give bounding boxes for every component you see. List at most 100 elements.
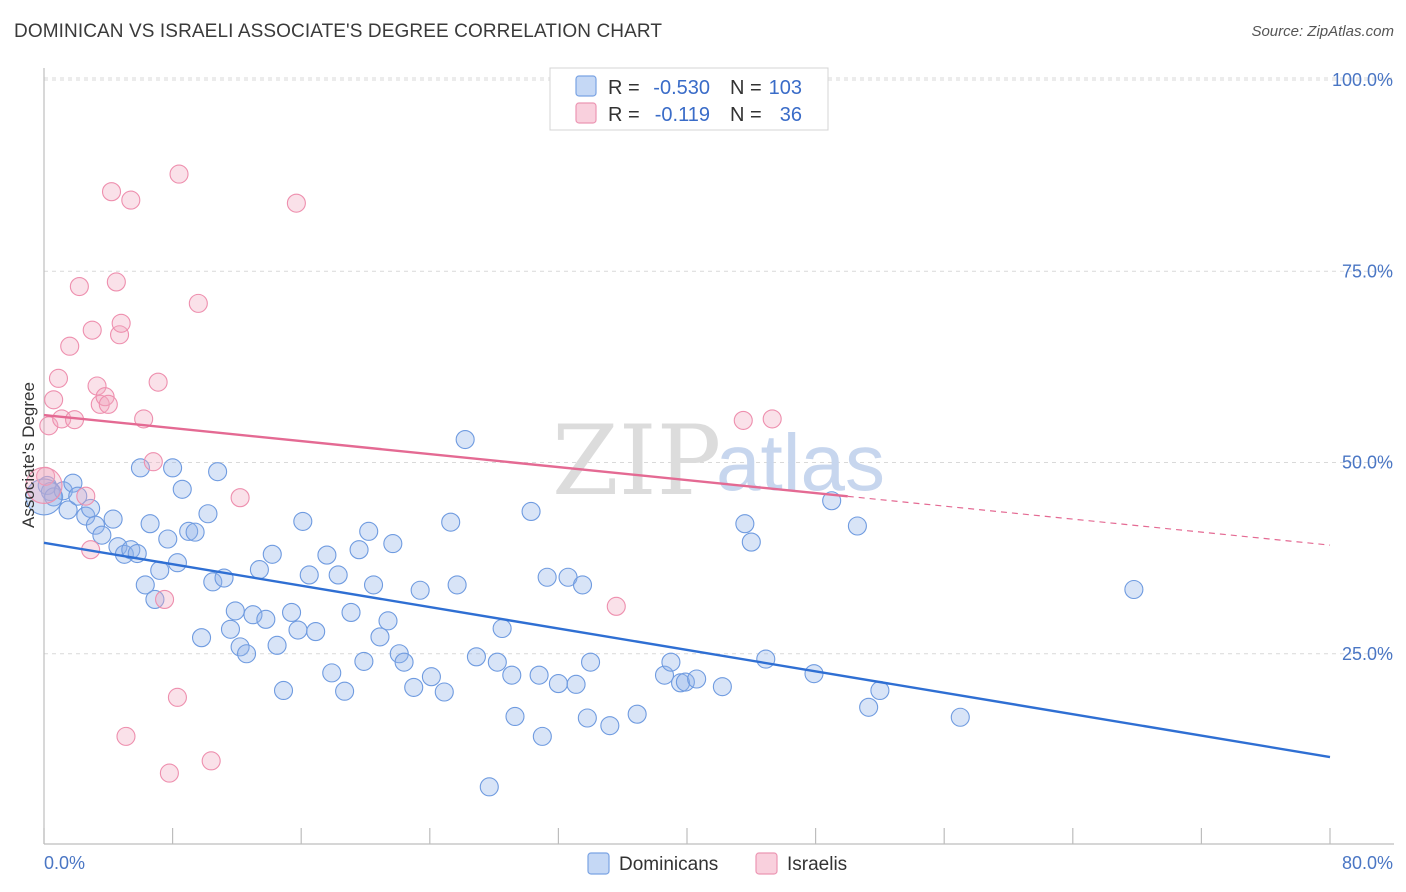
israeli-point: [159, 763, 179, 783]
dominican-point: [529, 665, 549, 685]
dominican-point: [273, 680, 294, 701]
dominicans-trendline: [43, 541, 1331, 759]
dominican-point: [220, 619, 241, 639]
israeli-point: [25, 466, 63, 505]
dominican-point: [434, 682, 454, 702]
israeli-point: [87, 376, 107, 396]
dominican-point: [661, 652, 681, 672]
dominican-point: [225, 601, 245, 621]
bottom-legend-swatch-dominicans: [587, 852, 610, 875]
legend-r-label-pink: R =: [608, 104, 640, 126]
gridlines: [44, 77, 1394, 655]
x-tick-labels: 0.0% 80.0%: [44, 853, 1393, 873]
chart-title: DOMINICAN VS ISRAELI ASSOCIATE'S DEGREE …: [14, 21, 663, 42]
watermark-atlas: atlas: [716, 418, 885, 507]
israeli-point: [148, 372, 168, 392]
dominican-point: [317, 545, 337, 565]
watermark-zip: ZIP: [552, 405, 721, 517]
israeli-point: [116, 726, 136, 746]
dominican-point: [532, 726, 552, 746]
dominican-point: [92, 525, 112, 545]
dominican-point: [600, 716, 620, 736]
dominican-point: [441, 512, 461, 532]
dominican-point: [185, 522, 205, 542]
dominican-point: [950, 707, 970, 727]
israeli-point: [762, 409, 782, 429]
israeli-point: [143, 452, 163, 472]
dominican-point: [505, 706, 525, 727]
israeli-point: [286, 193, 306, 213]
legend-r-value-blue: -0.530: [653, 77, 710, 99]
dominican-point: [741, 532, 761, 552]
dominican-point: [1124, 579, 1144, 600]
dominican-point: [492, 618, 512, 639]
dominican-point: [804, 664, 824, 684]
dominican-point: [455, 429, 475, 450]
dominican-point: [167, 553, 187, 573]
dominican-point: [158, 529, 178, 549]
dominican-point: [847, 516, 867, 536]
dominican-point: [243, 605, 263, 625]
israelis-trendline: [43, 413, 848, 498]
legend-r-value-pink: -0.119: [655, 104, 710, 126]
israelis-points: [25, 164, 782, 783]
dominican-point: [145, 589, 165, 609]
y-tick-label-100: 100.0%: [1332, 70, 1393, 90]
x-tick-label-min: 0.0%: [44, 853, 85, 873]
dominican-point: [687, 669, 707, 689]
israeli-point: [101, 182, 122, 202]
legend-r-label-blue: R =: [608, 77, 640, 99]
dominican-point: [627, 704, 647, 724]
dominican-point: [198, 504, 218, 524]
dominican-point: [479, 777, 499, 797]
dominican-point: [135, 575, 155, 595]
dominican-point: [363, 575, 384, 595]
israeli-point: [155, 589, 175, 609]
israeli-point: [230, 488, 250, 508]
bottom-legend-swatch-israelis: [755, 852, 778, 875]
dominican-point: [262, 544, 282, 564]
dominican-point: [306, 622, 326, 642]
trendlines: [43, 413, 1331, 759]
dominican-point: [58, 500, 78, 520]
dominican-point: [675, 672, 695, 692]
israeli-point: [169, 164, 189, 184]
dominican-point: [349, 540, 369, 560]
dominican-point: [172, 479, 192, 499]
israeli-point: [606, 596, 626, 616]
dominican-point: [236, 644, 257, 664]
dominican-point: [163, 458, 183, 478]
dominican-point: [537, 567, 557, 587]
dominican-point: [354, 651, 374, 671]
dominican-point: [179, 521, 199, 541]
israeli-point: [733, 410, 753, 430]
top-legend: R = -0.530 N = 103 R = -0.119 N = 36: [549, 67, 829, 131]
israeli-point: [95, 387, 115, 407]
israeli-point: [82, 320, 102, 340]
dominican-point: [580, 652, 601, 672]
dominican-point: [577, 708, 597, 728]
dominican-point: [566, 674, 586, 694]
dominican-point: [548, 674, 568, 694]
dominican-point: [487, 652, 507, 672]
y-axis-label: Associate's Degree: [19, 382, 38, 528]
israeli-point: [44, 390, 64, 410]
israeli-point: [201, 751, 221, 771]
dominican-point: [735, 514, 755, 534]
israeli-point: [76, 486, 96, 506]
dominican-point: [712, 677, 732, 697]
dominican-point: [25, 478, 63, 516]
y-tick-label-50: 50.0%: [1342, 453, 1393, 473]
israeli-point: [98, 394, 118, 414]
dominican-point: [68, 486, 88, 506]
bottom-legend-label-israelis: Israelis: [787, 854, 847, 875]
legend-n-label-blue: N =: [730, 77, 762, 99]
dominican-point: [249, 560, 269, 580]
dominican-point: [256, 609, 276, 629]
israeli-point: [60, 336, 80, 356]
dominican-point: [282, 602, 302, 622]
dominican-point: [410, 580, 430, 600]
dominican-point: [208, 462, 228, 482]
israeli-point: [167, 687, 187, 707]
